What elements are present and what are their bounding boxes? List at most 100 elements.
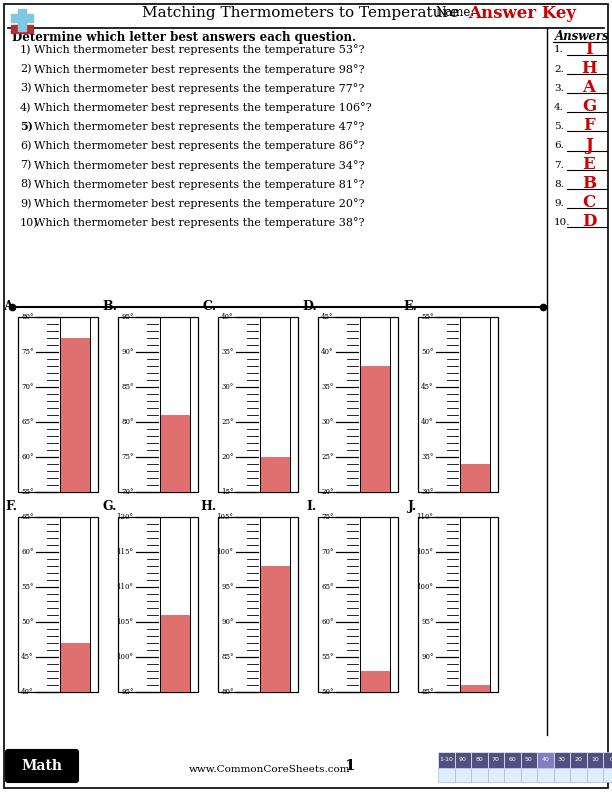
Text: 1-10: 1-10 <box>439 757 453 762</box>
Text: 1): 1) <box>20 45 31 55</box>
Text: 115°: 115° <box>117 548 133 556</box>
Text: 3): 3) <box>20 83 31 93</box>
Bar <box>360 317 390 492</box>
Bar <box>460 464 490 492</box>
Text: Matching Thermometers to Temperature: Matching Thermometers to Temperature <box>141 6 458 20</box>
Bar <box>471 767 488 782</box>
Bar <box>570 752 586 767</box>
Text: 50°: 50° <box>421 348 433 356</box>
Text: 7.: 7. <box>554 161 564 169</box>
Text: 30°: 30° <box>421 488 433 496</box>
Text: 3.: 3. <box>554 84 564 93</box>
Text: E.: E. <box>403 300 417 313</box>
Bar <box>603 767 612 782</box>
Text: 95°: 95° <box>421 618 433 626</box>
Bar <box>460 317 490 492</box>
Text: 9): 9) <box>20 199 31 209</box>
Text: 10.: 10. <box>554 219 570 227</box>
Text: 15°: 15° <box>221 488 234 496</box>
Text: 35°: 35° <box>321 383 334 391</box>
Bar <box>160 517 190 692</box>
Bar <box>520 752 537 767</box>
Bar <box>11 14 33 22</box>
Text: 40°: 40° <box>221 313 234 321</box>
Bar <box>118 517 198 692</box>
Bar <box>318 517 398 692</box>
Bar <box>360 517 390 692</box>
Text: Which thermometer best represents the temperature 77°?: Which thermometer best represents the te… <box>34 83 364 93</box>
Text: 60°: 60° <box>21 453 34 461</box>
Text: 100°: 100° <box>217 548 234 556</box>
Bar <box>118 317 198 492</box>
Bar <box>455 752 471 767</box>
Text: 90°: 90° <box>121 348 133 356</box>
Text: Which thermometer best represents the temperature 47°?: Which thermometer best represents the te… <box>34 121 364 132</box>
Text: 0: 0 <box>610 757 612 762</box>
Text: 60°: 60° <box>21 548 34 556</box>
Bar <box>570 767 586 782</box>
Text: C.: C. <box>203 300 217 313</box>
Text: 8): 8) <box>20 179 31 189</box>
Text: 4.: 4. <box>554 103 564 112</box>
Bar <box>504 752 520 767</box>
Text: Which thermometer best represents the temperature 81°?: Which thermometer best represents the te… <box>34 179 365 190</box>
Bar <box>586 752 603 767</box>
Text: 70: 70 <box>492 757 499 762</box>
Text: D: D <box>582 213 596 230</box>
Bar <box>259 317 290 492</box>
Bar <box>488 767 504 782</box>
Text: 110°: 110° <box>117 583 133 591</box>
Text: 9.: 9. <box>554 199 564 208</box>
Text: J.: J. <box>408 500 417 513</box>
Text: 55°: 55° <box>321 653 334 661</box>
Text: 105°: 105° <box>417 548 433 556</box>
Text: 85°: 85° <box>421 688 433 696</box>
Text: Which thermometer best represents the temperature 106°?: Which thermometer best represents the te… <box>34 102 371 113</box>
Text: 20: 20 <box>574 757 582 762</box>
Text: 25°: 25° <box>321 453 334 461</box>
Text: 5): 5) <box>20 121 33 132</box>
Bar <box>259 566 290 692</box>
Text: B.: B. <box>102 300 117 313</box>
Bar <box>59 317 90 492</box>
Text: F.: F. <box>5 500 17 513</box>
Text: 35°: 35° <box>221 348 234 356</box>
Bar <box>418 317 498 492</box>
Text: 20°: 20° <box>221 453 234 461</box>
Text: 85°: 85° <box>121 383 133 391</box>
Text: 75°: 75° <box>121 453 133 461</box>
Bar <box>553 767 570 782</box>
Bar <box>59 643 90 692</box>
Text: 105°: 105° <box>117 618 133 626</box>
Text: H.: H. <box>201 500 217 513</box>
Bar <box>504 767 520 782</box>
Text: 90°: 90° <box>221 618 234 626</box>
Text: 95°: 95° <box>121 688 133 696</box>
Text: H: H <box>581 59 597 77</box>
Bar <box>537 752 553 767</box>
Text: 65°: 65° <box>21 513 34 521</box>
Bar <box>537 767 553 782</box>
Text: Which thermometer best represents the temperature 20°?: Which thermometer best represents the te… <box>34 198 365 209</box>
Text: 50: 50 <box>525 757 532 762</box>
Text: 25°: 25° <box>221 418 234 426</box>
Text: F: F <box>583 117 595 135</box>
Bar <box>318 317 398 492</box>
Bar <box>160 317 190 492</box>
Text: 4): 4) <box>20 102 31 112</box>
Text: 7): 7) <box>20 160 31 170</box>
Text: Which thermometer best represents the temperature 98°?: Which thermometer best represents the te… <box>34 64 365 74</box>
Bar <box>218 517 298 692</box>
Text: Which thermometer best represents the temperature 38°?: Which thermometer best represents the te… <box>34 217 365 228</box>
Bar <box>455 767 471 782</box>
Text: Which thermometer best represents the temperature 53°?: Which thermometer best represents the te… <box>34 44 365 55</box>
Bar <box>11 25 33 33</box>
Text: 40°: 40° <box>321 348 334 356</box>
Text: A.: A. <box>3 300 17 313</box>
Bar <box>160 415 190 492</box>
Text: 75°: 75° <box>321 513 334 521</box>
Text: 120°: 120° <box>117 513 133 521</box>
Text: www.CommonCoreSheets.com: www.CommonCoreSheets.com <box>189 765 351 774</box>
Bar <box>418 517 498 692</box>
Bar <box>360 366 390 492</box>
